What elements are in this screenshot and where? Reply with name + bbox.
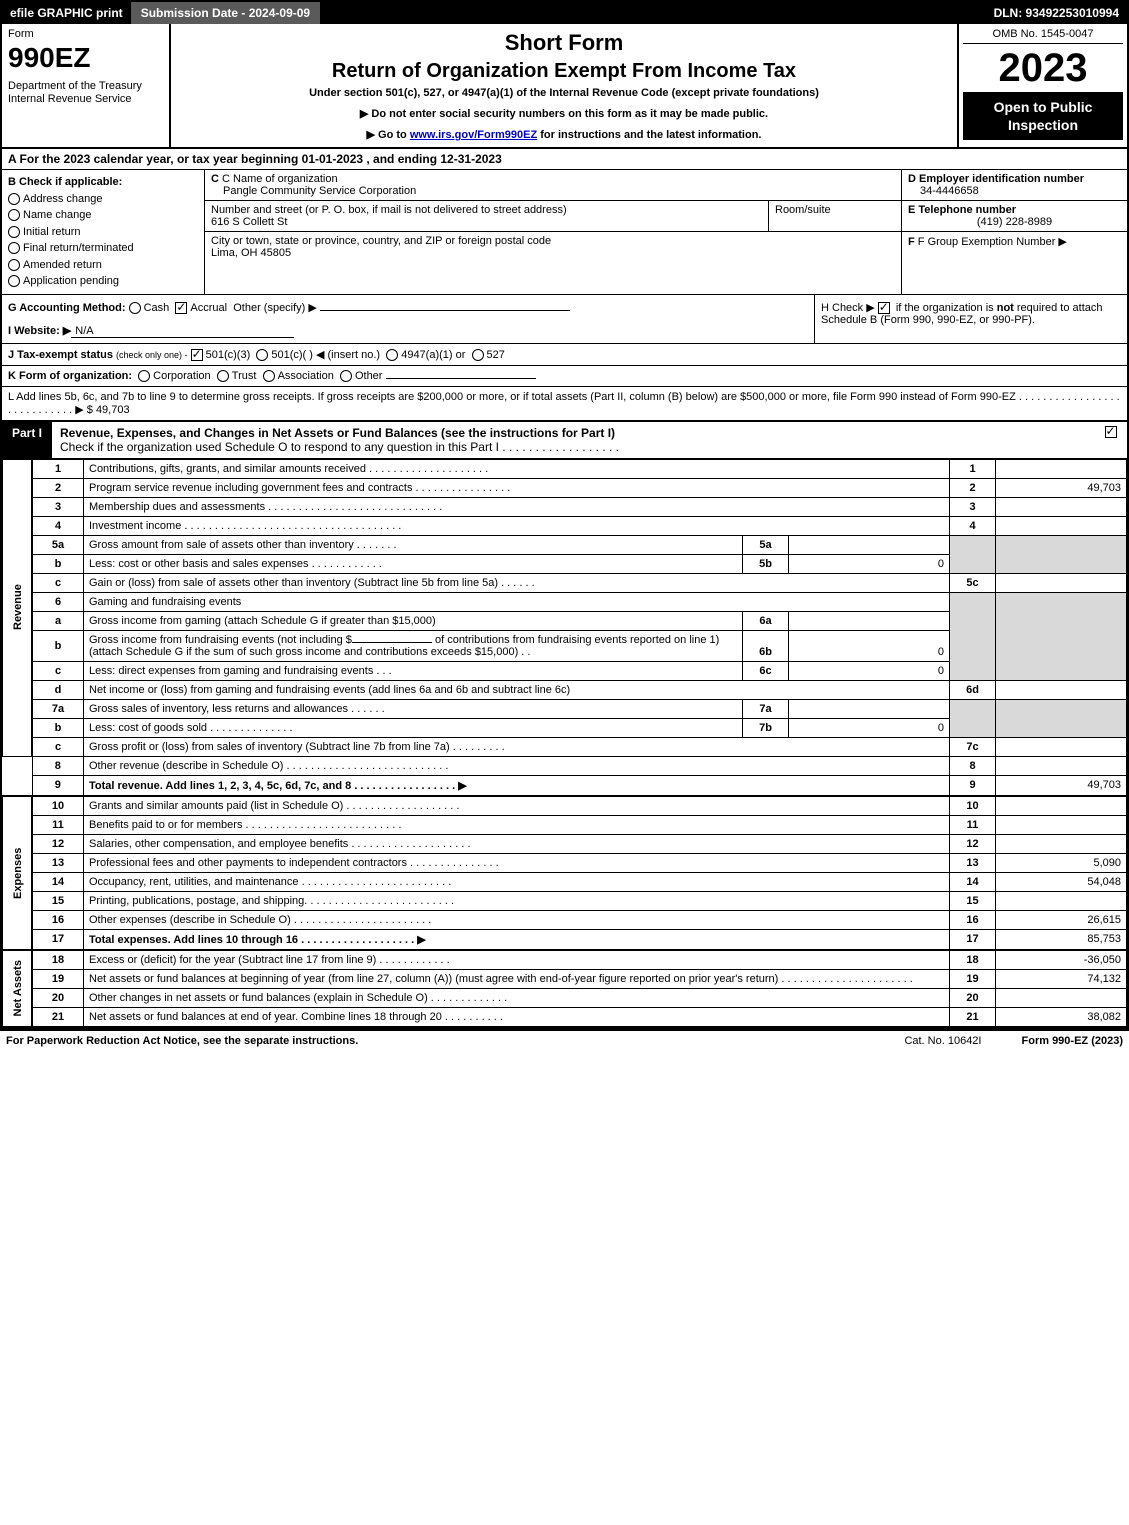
j-4947-radio[interactable] [386,349,398,361]
line-items-table: Revenue 1Contributions, gifts, grants, a… [2,459,1127,1027]
c-room-label: Room/suite [768,201,901,231]
topbar: efile GRAPHIC print Submission Date - 20… [2,2,1127,24]
j-527-radio[interactable] [472,349,484,361]
c-name-label: C C Name of organization [211,173,895,185]
header-right: OMB No. 1545-0047 2023 Open to Public In… [957,24,1127,147]
f-label: F F Group Exemption Number ▶ [908,235,1121,248]
omb-number: OMB No. 1545-0047 [963,28,1123,44]
line-L: L Add lines 5b, 6c, and 7b to line 9 to … [2,387,1127,422]
line-G: G Accounting Method: Cash Accrual Other … [8,301,808,314]
revenue-label: Revenue [3,459,33,756]
e-value: (419) 228-8989 [908,216,1121,228]
c-street-label: Number and street (or P. O. box, if mail… [211,204,762,216]
form-word: Form [8,28,163,40]
d-label: D Employer identification number [908,173,1121,185]
k-corp-radio[interactable] [138,370,150,382]
row-G-H: G Accounting Method: Cash Accrual Other … [2,295,1127,344]
irs-link[interactable]: www.irs.gov/Form990EZ [410,129,537,141]
short-form-title: Short Form [181,30,947,56]
department-label: Department of the Treasury Internal Reve… [8,80,163,106]
k-other-radio[interactable] [340,370,352,382]
part-I-title: Revenue, Expenses, and Changes in Net As… [60,426,615,440]
expenses-label: Expenses [3,796,33,950]
submission-date: Submission Date - 2024-09-09 [131,2,320,24]
j-501c-radio[interactable] [256,349,268,361]
part-I-tag: Part I [2,422,52,458]
k-assoc-radio[interactable] [263,370,275,382]
b-item-name[interactable]: Name change [8,207,198,224]
goto-line: ▶ Go to www.irs.gov/Form990EZ for instru… [181,128,947,141]
j-501c3-checkbox[interactable] [191,349,203,361]
k-trust-radio[interactable] [217,370,229,382]
line-A: A For the 2023 calendar year, or tax yea… [2,149,1127,170]
paperwork-notice: For Paperwork Reduction Act Notice, see … [6,1035,358,1047]
line-I: I Website: ▶N/A [8,324,808,337]
form-subtitle: Under section 501(c), 527, or 4947(a)(1)… [181,87,947,99]
line-H: H Check ▶ if the organization is not req… [814,295,1127,343]
b-item-pending[interactable]: Application pending [8,273,198,290]
ssn-warning: ▶ Do not enter social security numbers o… [181,107,947,120]
b-item-address[interactable]: Address change [8,191,198,208]
form-title: Return of Organization Exempt From Incom… [181,60,947,83]
cat-no: Cat. No. 10642I [904,1035,981,1047]
efile-print[interactable]: efile GRAPHIC print [2,2,131,24]
col-B: B Check if applicable: Address change Na… [2,170,205,294]
form-ref: Form 990-EZ (2023) [1022,1035,1124,1047]
tax-year: 2023 [963,48,1123,88]
open-to-public: Open to Public Inspection [963,92,1123,140]
d-value: 34-4446658 [908,185,1121,197]
dln: DLN: 93492253010994 [986,2,1127,24]
b-item-amended[interactable]: Amended return [8,257,198,274]
b-header: B Check if applicable: [8,174,198,191]
g-cash-radio[interactable] [129,302,141,314]
b-item-final[interactable]: Final return/terminated [8,240,198,257]
h-checkbox[interactable] [878,302,890,314]
e-label: E Telephone number [908,204,1121,216]
part-I-sub: Check if the organization used Schedule … [60,440,619,454]
c-street: 616 S Collett St [211,216,762,228]
g-accrual-checkbox[interactable] [175,302,187,314]
form-header: Form 990EZ Department of the Treasury In… [2,24,1127,149]
header-center: Short Form Return of Organization Exempt… [171,24,957,147]
part-I-schedule-o-checkbox[interactable] [1105,426,1117,438]
l-value: $ 49,703 [87,404,130,416]
line-J: J Tax-exempt status (check only one) - 5… [2,344,1127,366]
netassets-label: Net Assets [3,950,33,1027]
c-name: Pangle Community Service Corporation [211,185,895,197]
line-K: K Form of organization: Corporation Trus… [2,366,1127,387]
c-city: Lima, OH 45805 [211,247,895,259]
block-B-to-F: B Check if applicable: Address change Na… [2,170,1127,295]
header-left: Form 990EZ Department of the Treasury In… [2,24,171,147]
goto-post: for instructions and the latest informat… [537,129,761,141]
website-value: N/A [71,325,293,338]
col-DEF: D Employer identification number 34-4446… [901,170,1127,294]
b-item-initial[interactable]: Initial return [8,224,198,241]
col-C: C C Name of organization Pangle Communit… [205,170,901,294]
c-city-label: City or town, state or province, country… [211,235,895,247]
footer: For Paperwork Reduction Act Notice, see … [0,1029,1129,1051]
part-I-header: Part I Revenue, Expenses, and Changes in… [2,422,1127,459]
goto-pre: ▶ Go to [367,129,410,141]
form-number: 990EZ [8,42,163,74]
